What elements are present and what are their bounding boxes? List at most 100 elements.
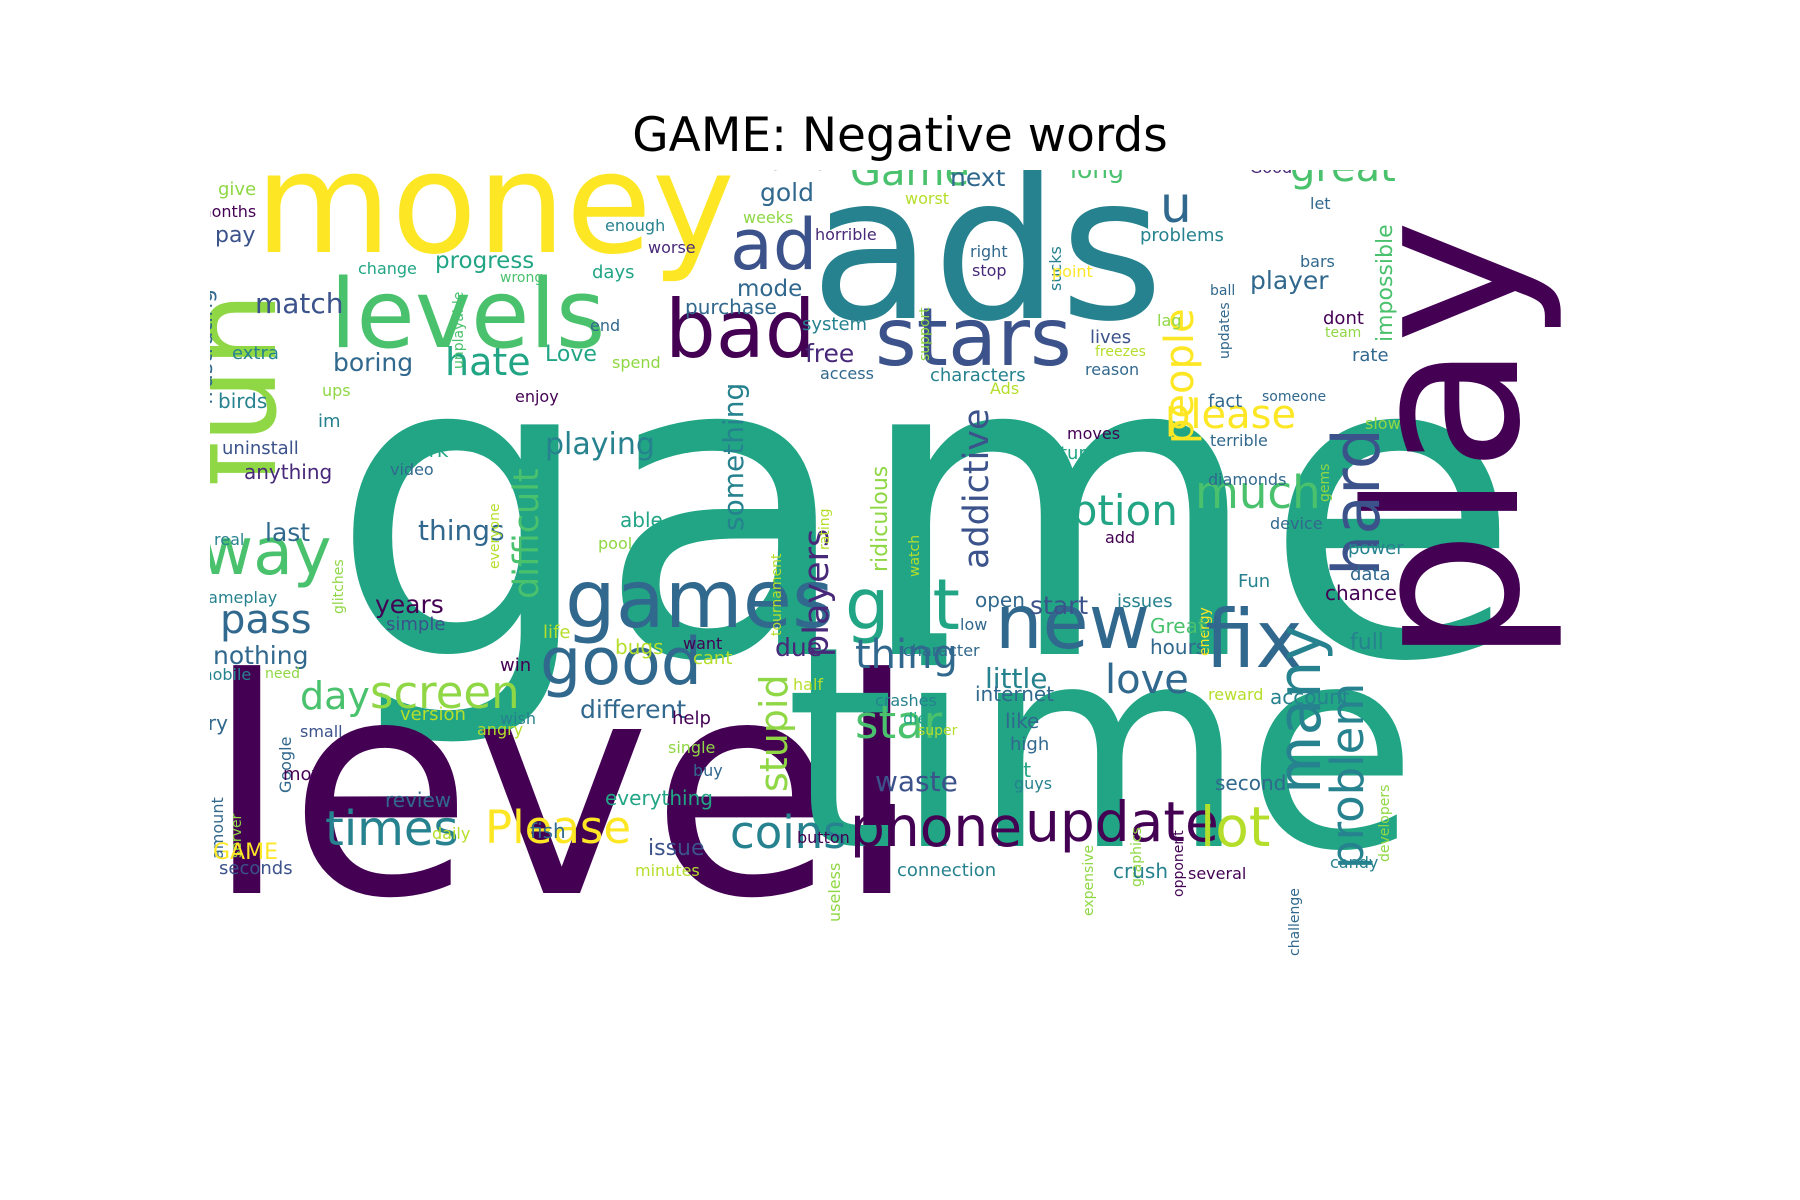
cloud-word: time [785,587,1418,913]
cloud-word: level [210,615,919,964]
cloud-word: worst [905,189,950,208]
cloud-word: rate [1352,345,1389,366]
cloud-word: slow [1365,414,1401,433]
cloud-word: reason [1085,360,1140,379]
cloud-word: ridiculous [868,465,893,572]
cloud-word: reward [1208,685,1264,704]
cloud-word: difficult [507,468,547,599]
cloud-word: pay [215,223,256,248]
cloud-word: money [255,170,735,286]
cloud-word: make [312,820,328,859]
cloud-word: everything [605,786,713,810]
cloud-word: thing [855,632,958,678]
cloud-word: help [672,708,711,729]
cloud-word: stars [875,291,1072,384]
cloud-word: wish [500,709,537,728]
cloud-word: lives [1090,327,1132,348]
cloud-word: enjoy [515,387,559,406]
cloud-word: screen [370,666,520,719]
cloud-word: issues [1117,591,1173,612]
cloud-word: move [283,764,334,785]
cloud-word: levels [330,260,606,370]
cloud-word: support [917,307,933,361]
cloud-word: crashes [875,691,937,710]
cloud-word: character [903,641,980,660]
cloud-word: glitches [331,559,347,614]
figure-title: GAME: Negative words [632,108,1168,163]
cloud-word: watch [907,534,923,577]
cloud-word: im [318,411,341,432]
cloud-word: fact [1208,391,1243,412]
cloud-word: something [717,382,750,531]
cloud-word: change [358,259,417,278]
cloud-word: wrong [500,270,544,286]
cloud-word: expensive [1081,844,1097,916]
cloud-word: try [210,711,228,735]
cloud-word: months [210,202,257,221]
cloud-word: Fun [1238,571,1271,592]
cloud-word: Game [850,170,970,195]
cloud-word: player [1250,266,1329,295]
cloud-word: coins [730,806,847,859]
word-cloud: game level time play ads money fun levels stars b… [210,170,1615,1030]
cloud-word: ball [1210,283,1236,299]
cloud-word: things [418,514,505,547]
cloud-word: lag [1157,311,1182,330]
cloud-word: data [1350,564,1391,585]
cloud-word: opponent [1171,830,1187,897]
cloud-word: option [1045,486,1178,535]
cloud-word: updates [1217,302,1233,359]
cloud-word: please [1165,392,1297,438]
cloud-word: bad [665,283,816,376]
cloud-word: second [1215,771,1287,795]
cloud-word: purchase [685,295,777,319]
cloud-word: horrible [815,225,877,244]
cloud-word: several [1188,864,1247,883]
cloud-word: point [1052,262,1093,281]
cloud-word: great [1290,170,1396,188]
cloud-word: uninstall [222,438,299,459]
cloud-word: stupid [752,674,796,792]
cloud-word: let [1310,194,1331,213]
cloud-word: turn [1060,443,1097,464]
cloud-word: useless [825,862,844,922]
cloud-word: least [210,170,253,172]
cloud-word: free [805,339,855,368]
cloud-word: mode [737,276,803,302]
cloud-word: boosters [1150,170,1228,172]
cloud-word: u [1160,176,1192,234]
cloud-word: version [400,704,466,725]
cloud-word: progress [435,248,535,274]
cloud-word: unplayable [451,291,467,369]
cloud-word: game [330,265,1522,754]
cloud-word: different [580,695,687,724]
cloud-word: years [375,590,444,619]
cloud-word: device [1270,514,1323,533]
cloud-word: Love [545,342,597,367]
cloud-word: seconds [219,858,293,879]
cloud-word: guys [1014,774,1053,793]
cloud-word: developers [1377,784,1393,862]
cloud-word: bit [1005,758,1032,782]
cloud-word: full [1350,630,1384,655]
cloud-word: video [390,460,434,479]
cloud-word: end [590,316,621,335]
cloud-word: single [668,738,716,757]
cloud-word: connection [897,860,997,881]
cloud-word: bugs [615,635,664,659]
cloud-word: pass [220,597,312,643]
cloud-word: birds [218,389,268,413]
cloud-word: Please [485,801,632,854]
cloud-word: open [975,588,1025,612]
cloud-word: low [960,615,988,634]
cloud-word: small [300,722,343,741]
cloud-word: tournament [769,553,785,636]
cloud-word: characters [930,365,1026,386]
cloud-word: dont [1323,308,1364,329]
cloud-word: crush [1113,859,1168,883]
cloud-word: real [214,530,245,549]
cloud-word: worse [648,238,696,257]
cloud-word: bars [1300,252,1335,271]
cloud-word: gems [1317,463,1333,502]
cloud-word: able [620,508,663,532]
